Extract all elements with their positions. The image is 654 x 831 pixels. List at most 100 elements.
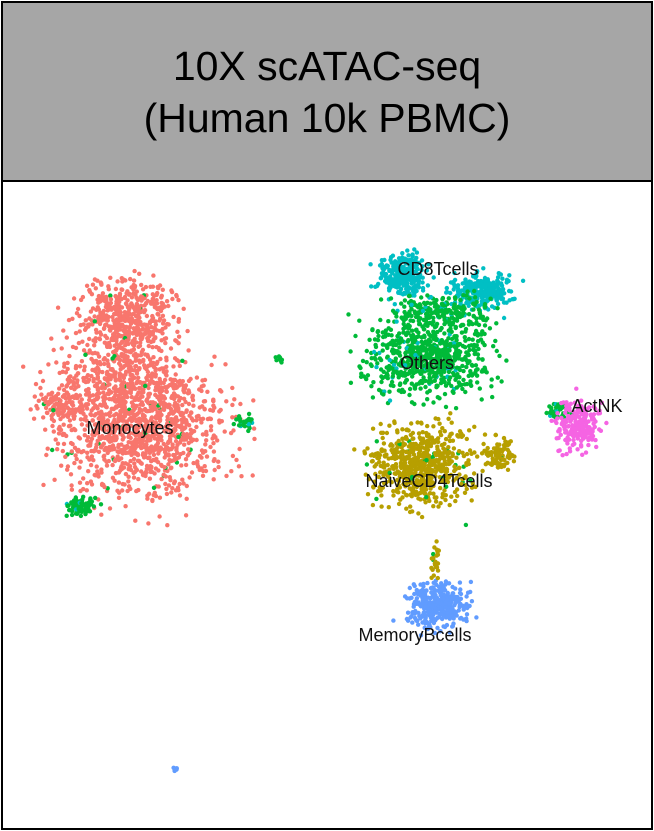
cell-point [85,402,90,407]
cell-point [448,608,453,613]
cell-point [457,341,463,347]
cell-point [120,488,125,493]
cell-point [398,450,404,455]
cell-point [168,466,173,471]
cell-point [111,395,117,400]
cell-point [382,264,387,270]
cell-point [51,408,56,413]
cell-point [83,318,89,323]
cell-point [370,395,376,400]
cell-point [129,285,134,290]
cell-point [465,289,470,294]
cell-point [368,453,374,458]
cell-point [55,305,61,310]
cell-point [410,509,415,514]
cell-point [165,384,171,389]
cell-point [571,437,576,443]
cell-point [464,436,469,442]
cell-point [123,471,129,477]
cell-point [512,296,517,301]
cell-point [385,462,390,468]
cell-point [98,436,103,442]
cell-point [439,606,444,611]
cell-point [43,427,48,432]
cell-point [162,377,168,383]
cell-point [126,440,131,445]
cell-point [425,330,431,335]
cell-point [461,322,466,328]
cell-point [387,398,393,403]
cell-point [483,285,488,291]
cell-point [148,466,154,471]
cell-point [74,503,79,508]
cell-point [446,445,451,450]
cell-point [152,430,157,436]
cell-point [78,417,84,422]
cell-point [137,271,142,276]
cell-point [102,298,108,304]
cell-point [494,321,499,326]
cell-point [393,342,399,348]
cell-point [32,394,37,399]
cell-point [57,424,62,430]
cell-point [379,447,384,452]
cell-point [146,521,151,526]
cell-point [197,387,202,392]
cell-point [166,447,172,452]
cell-point [199,384,204,389]
cell-point [153,322,158,327]
cell-point [446,614,452,619]
cell-point [112,343,117,348]
cell-point [78,297,84,303]
cell-point [367,337,372,342]
cell-point [71,426,77,432]
cell-point [594,444,599,450]
cell-point [481,266,486,271]
cell-point [357,318,362,323]
cell-point [89,292,95,297]
cell-point [125,445,131,450]
cell-point [115,279,120,284]
cell-point [390,450,395,455]
cell-point [81,348,87,353]
cell-point [109,390,114,395]
cell-point [61,441,67,447]
cell-point [179,410,184,416]
cell-point [59,383,65,388]
cell-point [69,487,75,492]
cell-point [387,357,392,363]
cell-point [67,418,73,423]
cell-point [406,313,411,319]
cell-point [166,303,171,309]
cell-point [109,337,114,342]
cell-point [387,363,392,369]
cell-point [475,454,480,459]
cell-point [99,512,104,517]
cell-point [60,369,65,374]
cell-point [387,342,392,347]
cell-point [133,437,138,442]
cell-point [393,369,399,374]
cell-point [94,330,99,335]
cell-point [222,429,227,434]
cell-point [455,313,460,318]
cell-point [395,430,400,435]
cell-point [136,353,141,358]
cell-point [386,332,391,337]
cell-point [124,338,129,343]
cell-point [188,376,193,382]
cell-point [137,332,143,338]
cell-point [418,386,423,391]
cell-point [65,464,71,469]
cell-point [59,402,64,407]
cell-point [49,336,54,341]
cell-point [470,321,475,327]
cell-point [501,315,507,321]
cell-point [164,486,169,492]
cell-point [113,372,118,377]
cell-point [153,401,158,406]
cell-point [251,426,257,431]
cell-point [129,394,134,400]
cell-point [106,352,111,357]
cell-point [95,278,100,283]
